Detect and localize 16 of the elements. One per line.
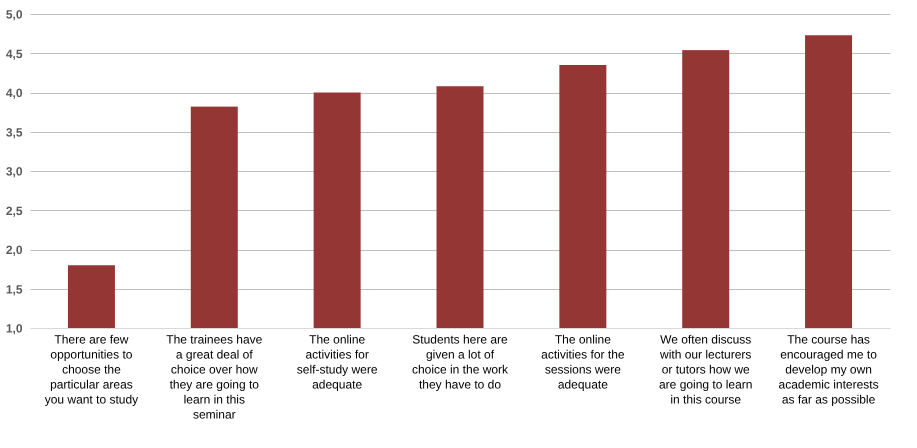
y-tick-label: 5,0 [6,8,23,22]
x-tick-label: The course has encouraged me to develop my own academic interests as far as possible [778,332,879,406]
y-tick-label: 2,0 [6,243,23,257]
y-tick-label: 4,5 [6,46,23,61]
x-tick-label: We often discuss with our lecturers or tutors how we are going to learn in this course [659,332,752,406]
y-tick-label: 2,5 [6,204,23,218]
x-tick-label: Students here are given a lot of choice in the work they have to do [412,332,510,392]
x-tick-label: The online activities for the sessions were adequate [541,332,625,392]
x-tick-label: There are few opportunities to choose the particular areas you want to study [44,332,138,406]
x-tick-label: The trainees have a great deal of choice over how they are going to learn in this seminar [166,332,263,422]
y-tick-label: 1,0 [6,322,23,336]
x-tick-label: The online activities for self-study were adequate [296,332,378,392]
y-tick-label: 4,0 [6,86,23,100]
y-tick-label: 3,5 [6,125,23,140]
y-tick-label: 1,5 [6,282,23,296]
y-tick-label: 3,0 [6,164,23,178]
